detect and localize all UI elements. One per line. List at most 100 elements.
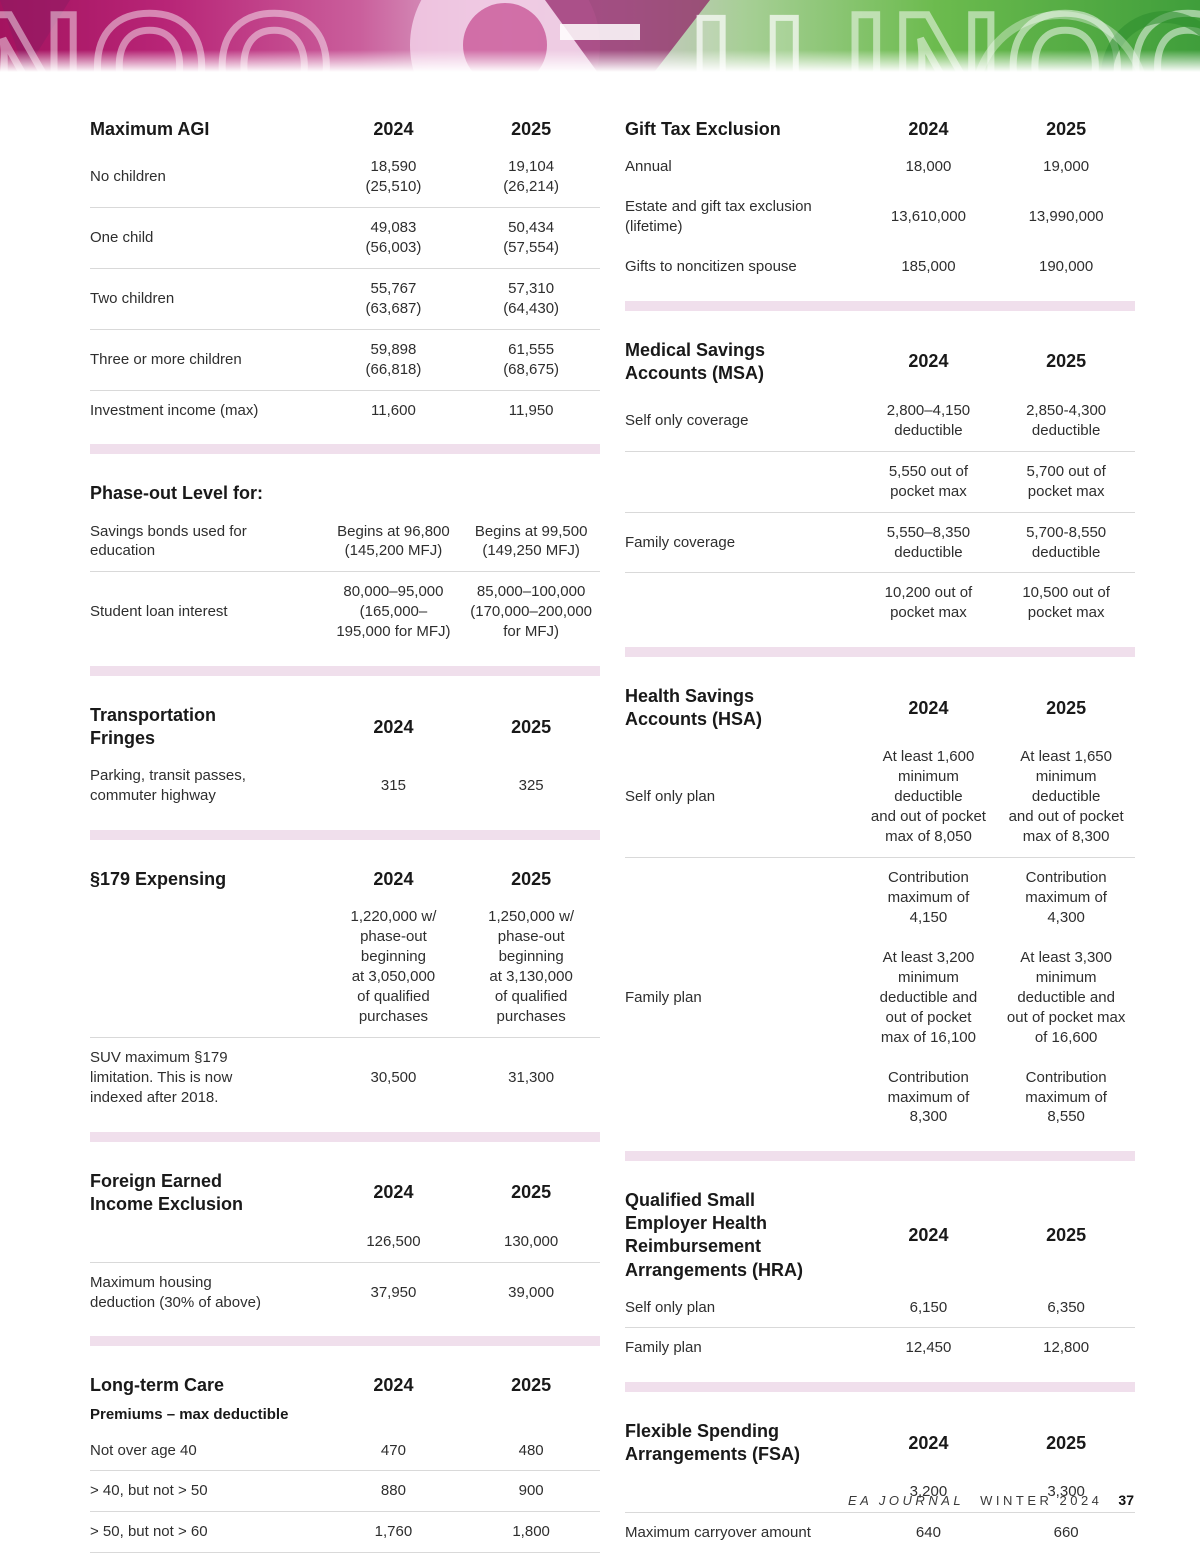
year-column-header: 2025 [511, 716, 552, 737]
table-row: Maximum carryover amount 640 660 [625, 1512, 1135, 1553]
value-2024: 315 [380, 777, 406, 795]
value-2024: 55,767 (63,687) [365, 279, 422, 317]
row-label: No children [90, 168, 166, 185]
value-2024: 2,800–4,150 deductible [886, 401, 971, 439]
table-row: Savings bonds used for education Begins a… [90, 512, 600, 572]
table-row: One child 49,083 (56,003) 50,434 (57,554) [90, 206, 600, 268]
table-row: > 60, but not > 704,7104,810 [90, 1552, 600, 1558]
row-label: Self only plan [625, 1298, 716, 1316]
row-label: One child [90, 228, 154, 246]
section-header: Gift Tax Exclusion 2024 2025 [625, 116, 1135, 147]
section-health-savings-accounts-hsa: Health Savings Accounts (HSA) 2024 2025 Sel… [625, 683, 1135, 1137]
value-2025: 3,300 [1047, 1483, 1085, 1501]
row-label: Three or more children [90, 350, 242, 368]
row-label: Gifts to noncitizen spouse [625, 257, 797, 275]
table-row: Three or more children 59,898 (66,818) 61,… [90, 328, 600, 390]
value-2024: 1,760 [374, 1523, 413, 1541]
section-separator-bar [90, 444, 600, 455]
value-2024: 5,550 out of pocket max [888, 462, 969, 500]
table-row: Maximum housing deduction (30% of above)… [90, 1261, 600, 1323]
value-2025: 85,000–100,000 (170,000–200,000 for MFJ) [470, 583, 593, 641]
year-column-header: 2024 [908, 1432, 949, 1453]
section-title: Health Savings Accounts (HSA) [625, 686, 763, 730]
section-title: Phase-out Level for: [90, 483, 264, 504]
decorative-banner: NOO U INOO [0, 0, 1200, 72]
section-medical-savings-accounts-msa: Medical Savings Accounts (MSA) 2024 2025 Se… [625, 337, 1135, 634]
section-title: Foreign Earned Income Exclusion [90, 1170, 244, 1214]
year-column-header: 2025 [511, 1182, 552, 1203]
year-column-header: 2024 [908, 1224, 949, 1245]
section-title: Qualified Small Employer Health Reimburs… [625, 1190, 804, 1280]
value-2024: 6,150 [909, 1298, 948, 1316]
value-2025: 61,555 (68,675) [503, 340, 560, 378]
value-2025: 19,104 (26,214) [503, 158, 560, 195]
section-separator-bar [625, 1151, 1135, 1162]
section-separator-bar [90, 830, 600, 841]
value-2024: 49,083 (56,003) [365, 218, 422, 256]
value-2025: 57,310 (64,430) [503, 279, 560, 317]
row-label: Self only coverage [625, 411, 749, 429]
year-column-header: 2025 [511, 869, 552, 890]
value-2025: 1,250,000 w/ phase-out beginning at 3,13… [488, 908, 575, 1025]
value-2024: 13,610,000 [890, 207, 966, 225]
column-left: Maximum AGI 2024 2025 No children 18,590 (25… [90, 116, 600, 1558]
page-content: Maximum AGI 2024 2025 No children 18,590 (25… [0, 72, 1200, 1558]
table-row: 3,200 3,300 [625, 1472, 1135, 1512]
year-column-header: 2024 [908, 697, 949, 718]
table-row: Student loan interest 80,000–95,000 (165,… [90, 571, 600, 652]
year-column-header: 2025 [1046, 351, 1087, 372]
value-2025: At least 1,650 minimum deductible and ou… [1008, 748, 1124, 846]
section-phase-out-level-for: Phase-out Level for: Savings bonds used f… [90, 480, 600, 652]
value-2025: 39,000 [508, 1283, 555, 1301]
value-2025: 130,000 [504, 1232, 559, 1250]
section-separator-bar [90, 1131, 600, 1142]
value-2024: 185,000 [901, 257, 956, 275]
section-title: Gift Tax Exclusion [625, 119, 781, 139]
table-row: Self only plan At least 1,600 minimum ded… [625, 737, 1135, 857]
row-label: Two children [90, 289, 175, 307]
value-2024: 10,200 out of pocket max [884, 584, 973, 622]
value-2024: 11,600 [371, 401, 416, 419]
year-column-header: 2024 [373, 869, 414, 890]
row-label: Maximum carryover amount [625, 1524, 811, 1542]
section-header: Foreign Earned Income Exclusion 2024 2025 [90, 1168, 600, 1222]
table-row: 126,500 130,000 [90, 1222, 600, 1262]
column-right: Gift Tax Exclusion 2024 2025 Annual 18,000 19… [625, 116, 1135, 1558]
value-2025: 13,990,000 [1028, 207, 1104, 225]
value-2024: 80,000–95,000 (165,000– 195,000 for MFJ) [336, 583, 451, 641]
section-header: Phase-out Level for: [90, 480, 600, 511]
value-2024: 5,550–8,350 deductible [886, 523, 971, 561]
table-row: No children 18,590 (25,510) 19,104 (26,214… [90, 147, 600, 207]
row-label: Family plan [625, 1339, 702, 1357]
row-label: Estate and gift tax exclusion (lifetime) [625, 197, 812, 235]
value-2024: 1,220,000 w/ phase-out beginning at 3,05… [350, 908, 437, 1025]
value-2025: 1,800 [512, 1523, 550, 1541]
table-row: Family plan At least 3,200 minimum deduct… [625, 938, 1135, 1058]
row-label: Student loan interest [90, 603, 228, 621]
value-2024: 59,898 (66,818) [365, 340, 422, 378]
section-gift-tax-exclusion: Gift Tax Exclusion 2024 2025 Annual 18,000 19… [625, 116, 1135, 287]
value-2025: 31,300 [508, 1068, 555, 1086]
value-2024: 640 [915, 1524, 941, 1542]
value-2025: 2,850-4,300 deductible [1026, 401, 1107, 439]
section-header: Transportation Fringes 2024 2025 [90, 702, 600, 756]
year-column-header: 2024 [908, 351, 949, 372]
value-2024: 37,950 [370, 1283, 417, 1301]
value-2025: 660 [1053, 1524, 1079, 1542]
row-label: Annual [625, 158, 672, 176]
table-row: > 40, but not > 50 880 900 [90, 1470, 600, 1511]
value-2025: 190,000 [1039, 257, 1094, 275]
section-transportation-fringes: Transportation Fringes 2024 2025 Parking, t… [90, 702, 600, 816]
section-179-expensing: §179 Expensing 2024 2025 1,220,000 w/ phase… [90, 866, 600, 1117]
table-row: Not over age 40 470 480 [90, 1431, 600, 1471]
value-2025: Begins at 99,500 (149,250 MFJ) [474, 522, 588, 560]
table-row: Self only plan 6,150 6,350 [625, 1288, 1135, 1328]
value-2024: 470 [380, 1441, 406, 1459]
value-2025: Contribution maximum of 4,300 [1025, 869, 1107, 926]
section-separator-bar [90, 1336, 600, 1347]
table-row: Two children 55,767 (63,687) 57,310 (64,43… [90, 267, 600, 329]
section-title: Medical Savings Accounts (MSA) [625, 339, 766, 383]
section-qualified-small-employer-health-reimbursement-arrangements-hra: Qualified Small Employer Health Reimburs… [625, 1187, 1135, 1368]
year-column-header: 2024 [373, 716, 414, 737]
